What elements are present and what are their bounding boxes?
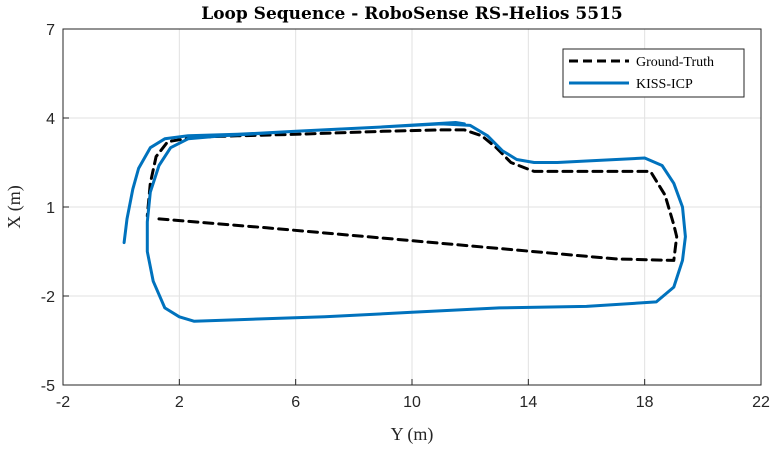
- x-tick-label: 10: [403, 394, 421, 411]
- x-tick-label: 18: [636, 394, 654, 411]
- series-line-kiss-icp: [122, 121, 687, 323]
- x-tick-label: 14: [519, 394, 537, 411]
- y-axis-label: X (m): [4, 185, 25, 229]
- legend-label-kiss-icp: KISS-ICP: [636, 77, 693, 92]
- y-tick-label: 1: [46, 200, 55, 217]
- y-tick-label: 4: [46, 111, 55, 128]
- x-tick-label: 6: [291, 394, 300, 411]
- legend-box: [562, 48, 745, 98]
- legend-label-ground-truth: Ground-Truth: [636, 55, 714, 70]
- y-tick-label: 7: [46, 22, 55, 39]
- x-tick-label: 22: [752, 394, 770, 411]
- x-tick-label: 2: [175, 394, 184, 411]
- y-tick-label: -2: [41, 289, 55, 306]
- x-tick-label: -2: [56, 394, 70, 411]
- x-axis-label: Y (m): [391, 424, 434, 445]
- chart-title: Loop Sequence - RoboSense RS-Helios 5515: [201, 4, 622, 24]
- y-tick-label: -5: [41, 378, 55, 395]
- plot-area: [122, 121, 687, 323]
- legend: Ground-Truth KISS-ICP: [562, 48, 745, 98]
